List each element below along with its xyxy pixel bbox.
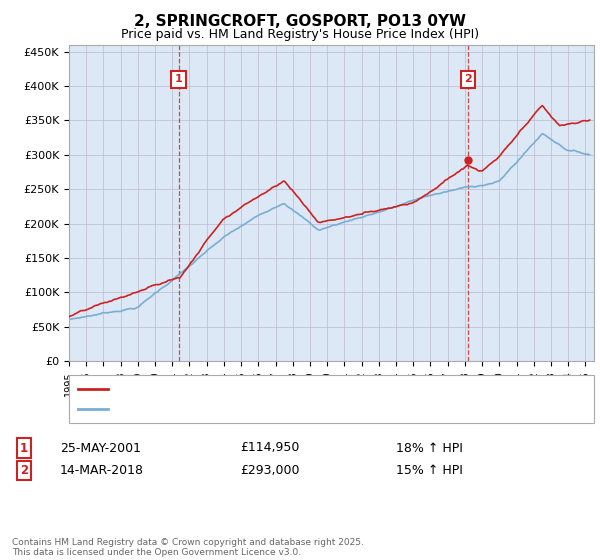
Text: 2, SPRINGCROFT, GOSPORT, PO13 0YW (semi-detached house): 2, SPRINGCROFT, GOSPORT, PO13 0YW (semi-… (114, 384, 465, 394)
Text: 2: 2 (20, 464, 28, 477)
Text: 25-MAY-2001: 25-MAY-2001 (60, 441, 141, 455)
Text: £293,000: £293,000 (240, 464, 299, 477)
Text: 1: 1 (20, 441, 28, 455)
Text: 1: 1 (175, 74, 182, 84)
Text: 18% ↑ HPI: 18% ↑ HPI (396, 441, 463, 455)
Text: 15% ↑ HPI: 15% ↑ HPI (396, 464, 463, 477)
Text: HPI: Average price, semi-detached house, Gosport: HPI: Average price, semi-detached house,… (114, 404, 395, 414)
Text: 2, SPRINGCROFT, GOSPORT, PO13 0YW: 2, SPRINGCROFT, GOSPORT, PO13 0YW (134, 14, 466, 29)
Text: 14-MAR-2018: 14-MAR-2018 (60, 464, 144, 477)
Text: Contains HM Land Registry data © Crown copyright and database right 2025.
This d: Contains HM Land Registry data © Crown c… (12, 538, 364, 557)
Text: £114,950: £114,950 (240, 441, 299, 455)
Text: 2: 2 (464, 74, 472, 84)
Text: Price paid vs. HM Land Registry's House Price Index (HPI): Price paid vs. HM Land Registry's House … (121, 28, 479, 41)
